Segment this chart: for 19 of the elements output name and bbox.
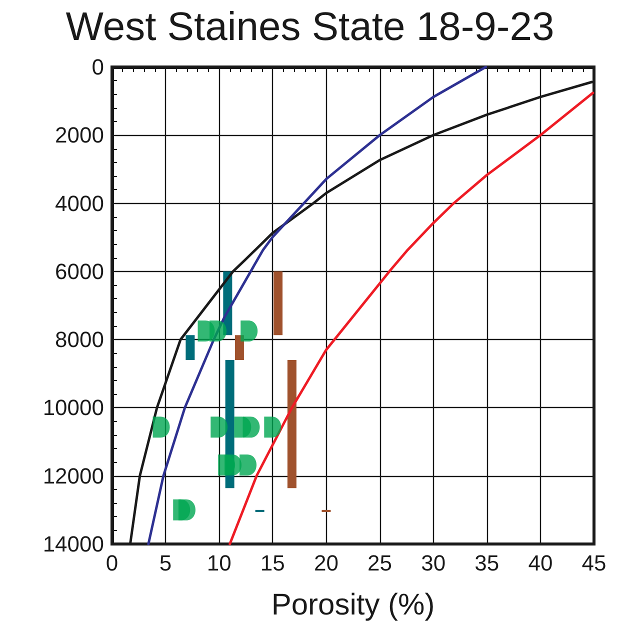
y-tick-label: 0 — [92, 54, 104, 80]
x-axis-title: Porosity (%) — [271, 588, 435, 622]
y-tick-label: 12000 — [42, 463, 104, 488]
y-tick-label: 8000 — [55, 327, 104, 352]
x-tick-label: 40 — [528, 550, 553, 576]
y-tick-label: 2000 — [55, 122, 104, 148]
x-tick-label: 20 — [314, 550, 338, 576]
x-tick-label: 15 — [260, 550, 285, 576]
x-tick-label: 30 — [421, 550, 446, 576]
x-tick-label: 45 — [582, 550, 606, 576]
x-tick-label: 35 — [474, 550, 500, 576]
y-tick-label: 4000 — [55, 190, 104, 216]
x-tick-label: 25 — [368, 550, 392, 576]
chart-title: West Staines State 18-9-23 — [66, 5, 554, 49]
y-tick-label: 10000 — [42, 395, 104, 420]
x-tick-label: 5 — [159, 550, 172, 576]
y-tick-label: 14000 — [42, 532, 104, 556]
x-tick-label: 10 — [206, 550, 232, 576]
y-tick-label: 6000 — [55, 258, 104, 284]
